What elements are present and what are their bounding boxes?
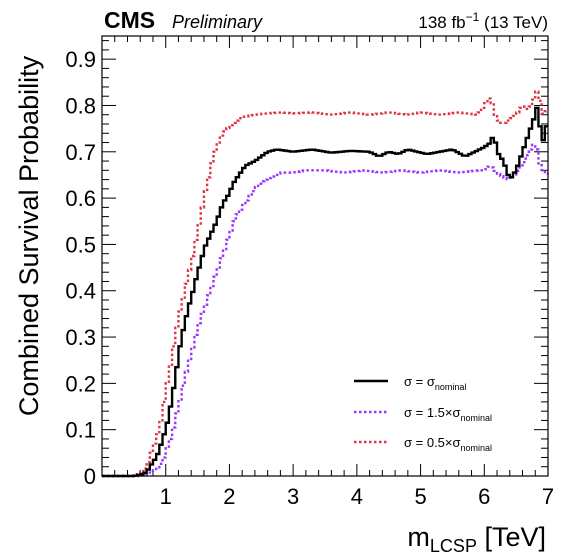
x-axis-label: mLCSP [TeV] [407, 522, 546, 556]
y-tick-label: 0.5 [65, 232, 96, 257]
luminosity-label: 138 fb−1 (13 TeV) [418, 10, 548, 32]
data-series [102, 90, 548, 478]
legend-label-sub: nominal [461, 443, 493, 453]
y-tick-label: 0 [84, 464, 96, 489]
status-label: Preliminary [172, 12, 263, 32]
luminosity-exponent: −1 [466, 10, 480, 24]
legend-label-sub: nominal [461, 413, 493, 423]
legend-label-2: σ = 0.5×σnominal [404, 435, 492, 453]
x-axis-label-sub: LCSP [430, 536, 477, 556]
y-tick-label: 0.4 [65, 279, 96, 304]
x-tick-label: 1 [160, 484, 172, 509]
plot-frame [101, 35, 549, 477]
x-tick-label: 3 [287, 484, 299, 509]
experiment-label: CMS [104, 7, 155, 33]
legend-label-sub: nominal [435, 382, 467, 392]
x-tick-label: 6 [478, 484, 490, 509]
series-line-0 [102, 106, 548, 478]
y-tick-label: 0.2 [65, 371, 96, 396]
series-line-2 [102, 90, 548, 478]
axis-ticks: 1 2 3 4 5 6 7 0 0.1 0.2 0.3 0.4 0.5 0.6 0.7 0.8 0.9 [65, 36, 554, 509]
y-tick-label: 0.8 [65, 93, 96, 118]
legend-label-main: σ = 1.5×σ [404, 405, 461, 420]
luminosity-value: 138 fb [418, 13, 465, 32]
legend-label-main: σ = 0.5×σ [404, 435, 461, 450]
legend-label-main: σ = σ [404, 374, 435, 389]
legend-label-0: σ = σnominal [404, 374, 466, 392]
y-axis-label: Combined Survival Probability [14, 55, 44, 416]
legend-label-1: σ = 1.5×σnominal [404, 405, 492, 423]
x-tick-label: 7 [542, 484, 554, 509]
x-axis-label-unit: [TeV] [484, 522, 546, 552]
series-line-1 [102, 143, 548, 478]
x-tick-label: 4 [351, 484, 363, 509]
x-tick-label: 5 [414, 484, 426, 509]
x-tick-label: 2 [223, 484, 235, 509]
y-tick-label: 0.1 [65, 418, 96, 443]
y-tick-label: 0.9 [65, 47, 96, 72]
y-tick-label: 0.7 [65, 140, 96, 165]
x-axis-label-main: m [407, 522, 430, 552]
y-tick-label: 0.3 [65, 325, 96, 350]
energy-label: (13 TeV) [484, 13, 548, 32]
y-tick-label: 0.6 [65, 186, 96, 211]
